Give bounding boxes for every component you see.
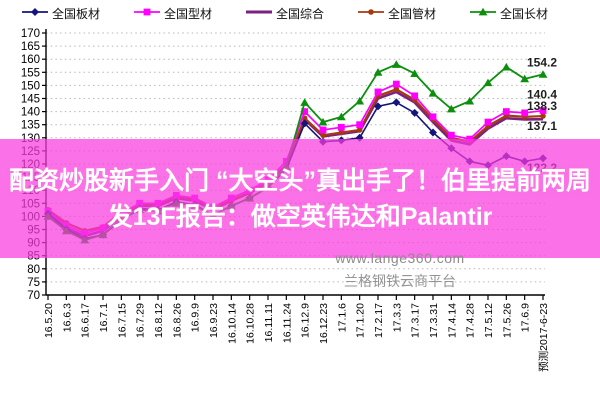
svg-text:17.1.6: 17.1.6 xyxy=(336,303,348,332)
svg-text:17.3.17: 17.3.17 xyxy=(410,303,422,338)
svg-text:16.10.28: 16.10.28 xyxy=(245,303,257,344)
svg-text:16.7.29: 16.7.29 xyxy=(135,303,147,338)
svg-text:17.1.20: 17.1.20 xyxy=(355,303,367,338)
overlay-banner: 配资炒股新手入门 “大空头”真出手了！伯里提前两周 发13F报告：做空英伟达和P… xyxy=(0,139,600,258)
svg-text:16.9.9: 16.9.9 xyxy=(190,303,202,332)
svg-text:16.12.9: 16.12.9 xyxy=(300,303,312,338)
svg-text:17.3.31: 17.3.31 xyxy=(428,303,440,338)
legend-item-composite: 全国综合 xyxy=(245,5,324,22)
watermark-url: www.lange360.com xyxy=(335,250,465,266)
svg-text:17.3.3: 17.3.3 xyxy=(391,303,403,332)
circle-line-icon xyxy=(358,6,384,21)
svg-text:16.7.1: 16.7.1 xyxy=(98,303,110,332)
svg-text:17.6.9: 17.6.9 xyxy=(520,303,532,332)
svg-text:16.8.12: 16.8.12 xyxy=(153,303,165,338)
triangle-line-icon xyxy=(470,6,497,21)
svg-text:17.5.26: 17.5.26 xyxy=(501,303,513,338)
svg-text:16.7.15: 16.7.15 xyxy=(116,303,128,338)
svg-text:16.6.17: 16.6.17 xyxy=(80,303,92,338)
svg-text:154.2: 154.2 xyxy=(527,55,557,69)
svg-text:165: 165 xyxy=(21,41,40,53)
legend-item-long: 全国长材 xyxy=(470,5,548,22)
svg-text:16.5.20: 16.5.20 xyxy=(43,303,55,338)
svg-text:137.1: 137.1 xyxy=(527,119,557,133)
diamond-line-icon xyxy=(21,6,48,21)
square-line-icon xyxy=(133,6,160,21)
svg-text:16.11.11: 16.11.11 xyxy=(263,303,275,342)
svg-text:138.3: 138.3 xyxy=(527,99,557,113)
chart-legend: 全国板材 全国型材 全国综合 全国管材 全国长材 xyxy=(0,4,570,22)
svg-text:80: 80 xyxy=(27,264,40,276)
svg-text:135: 135 xyxy=(21,120,40,132)
svg-text:17.5.12: 17.5.12 xyxy=(483,303,495,338)
svg-text:75: 75 xyxy=(27,277,40,289)
svg-text:预测2017-6-23: 预测2017-6-23 xyxy=(537,303,550,372)
legend-item-section: 全国型材 xyxy=(133,5,212,22)
legend-label-composite: 全国综合 xyxy=(275,6,324,21)
legend-label-pipe: 全国管材 xyxy=(388,6,437,21)
svg-text:170: 170 xyxy=(21,28,40,40)
svg-text:16.9.23: 16.9.23 xyxy=(208,303,220,338)
overlay-text-line2: 发13F报告：做空英伟达和Palantir xyxy=(107,202,493,231)
svg-text:16.12.23: 16.12.23 xyxy=(318,303,330,344)
legend-label-plate: 全国板材 xyxy=(51,6,100,21)
svg-text:140.4: 140.4 xyxy=(527,88,557,102)
svg-text:155: 155 xyxy=(21,67,40,79)
svg-text:160: 160 xyxy=(21,54,40,66)
svg-text:150: 150 xyxy=(21,80,40,92)
overlay-text-line1: 配资炒股新手入门 “大空头”真出手了！伯里提前两周 xyxy=(9,166,591,195)
watermark-platform: 兰格钢铁云商平台 xyxy=(344,273,456,289)
svg-text:17.4.28: 17.4.28 xyxy=(465,303,477,338)
svg-text:16.11.24: 16.11.24 xyxy=(281,303,293,343)
x-axis-labels: 16.5.20 16.6.3 16.6.17 16.7.1 16.7.15 16.7.29… xyxy=(43,295,550,372)
svg-text:16.10.14: 16.10.14 xyxy=(226,303,238,344)
svg-text:145: 145 xyxy=(21,94,40,106)
legend-label-section: 全国型材 xyxy=(163,6,212,21)
svg-text:17.2.17: 17.2.17 xyxy=(373,303,385,338)
legend-item-plate: 全国板材 xyxy=(21,5,100,22)
line-icon xyxy=(245,6,272,21)
legend-label-long: 全国长材 xyxy=(500,6,549,21)
svg-text:16.8.26: 16.8.26 xyxy=(171,303,183,338)
svg-text:17.4.14: 17.4.14 xyxy=(446,303,458,338)
svg-text:70: 70 xyxy=(27,290,40,302)
svg-text:16.6.3: 16.6.3 xyxy=(61,303,73,332)
legend-item-pipe: 全国管材 xyxy=(358,5,436,22)
svg-text:140: 140 xyxy=(21,107,40,119)
